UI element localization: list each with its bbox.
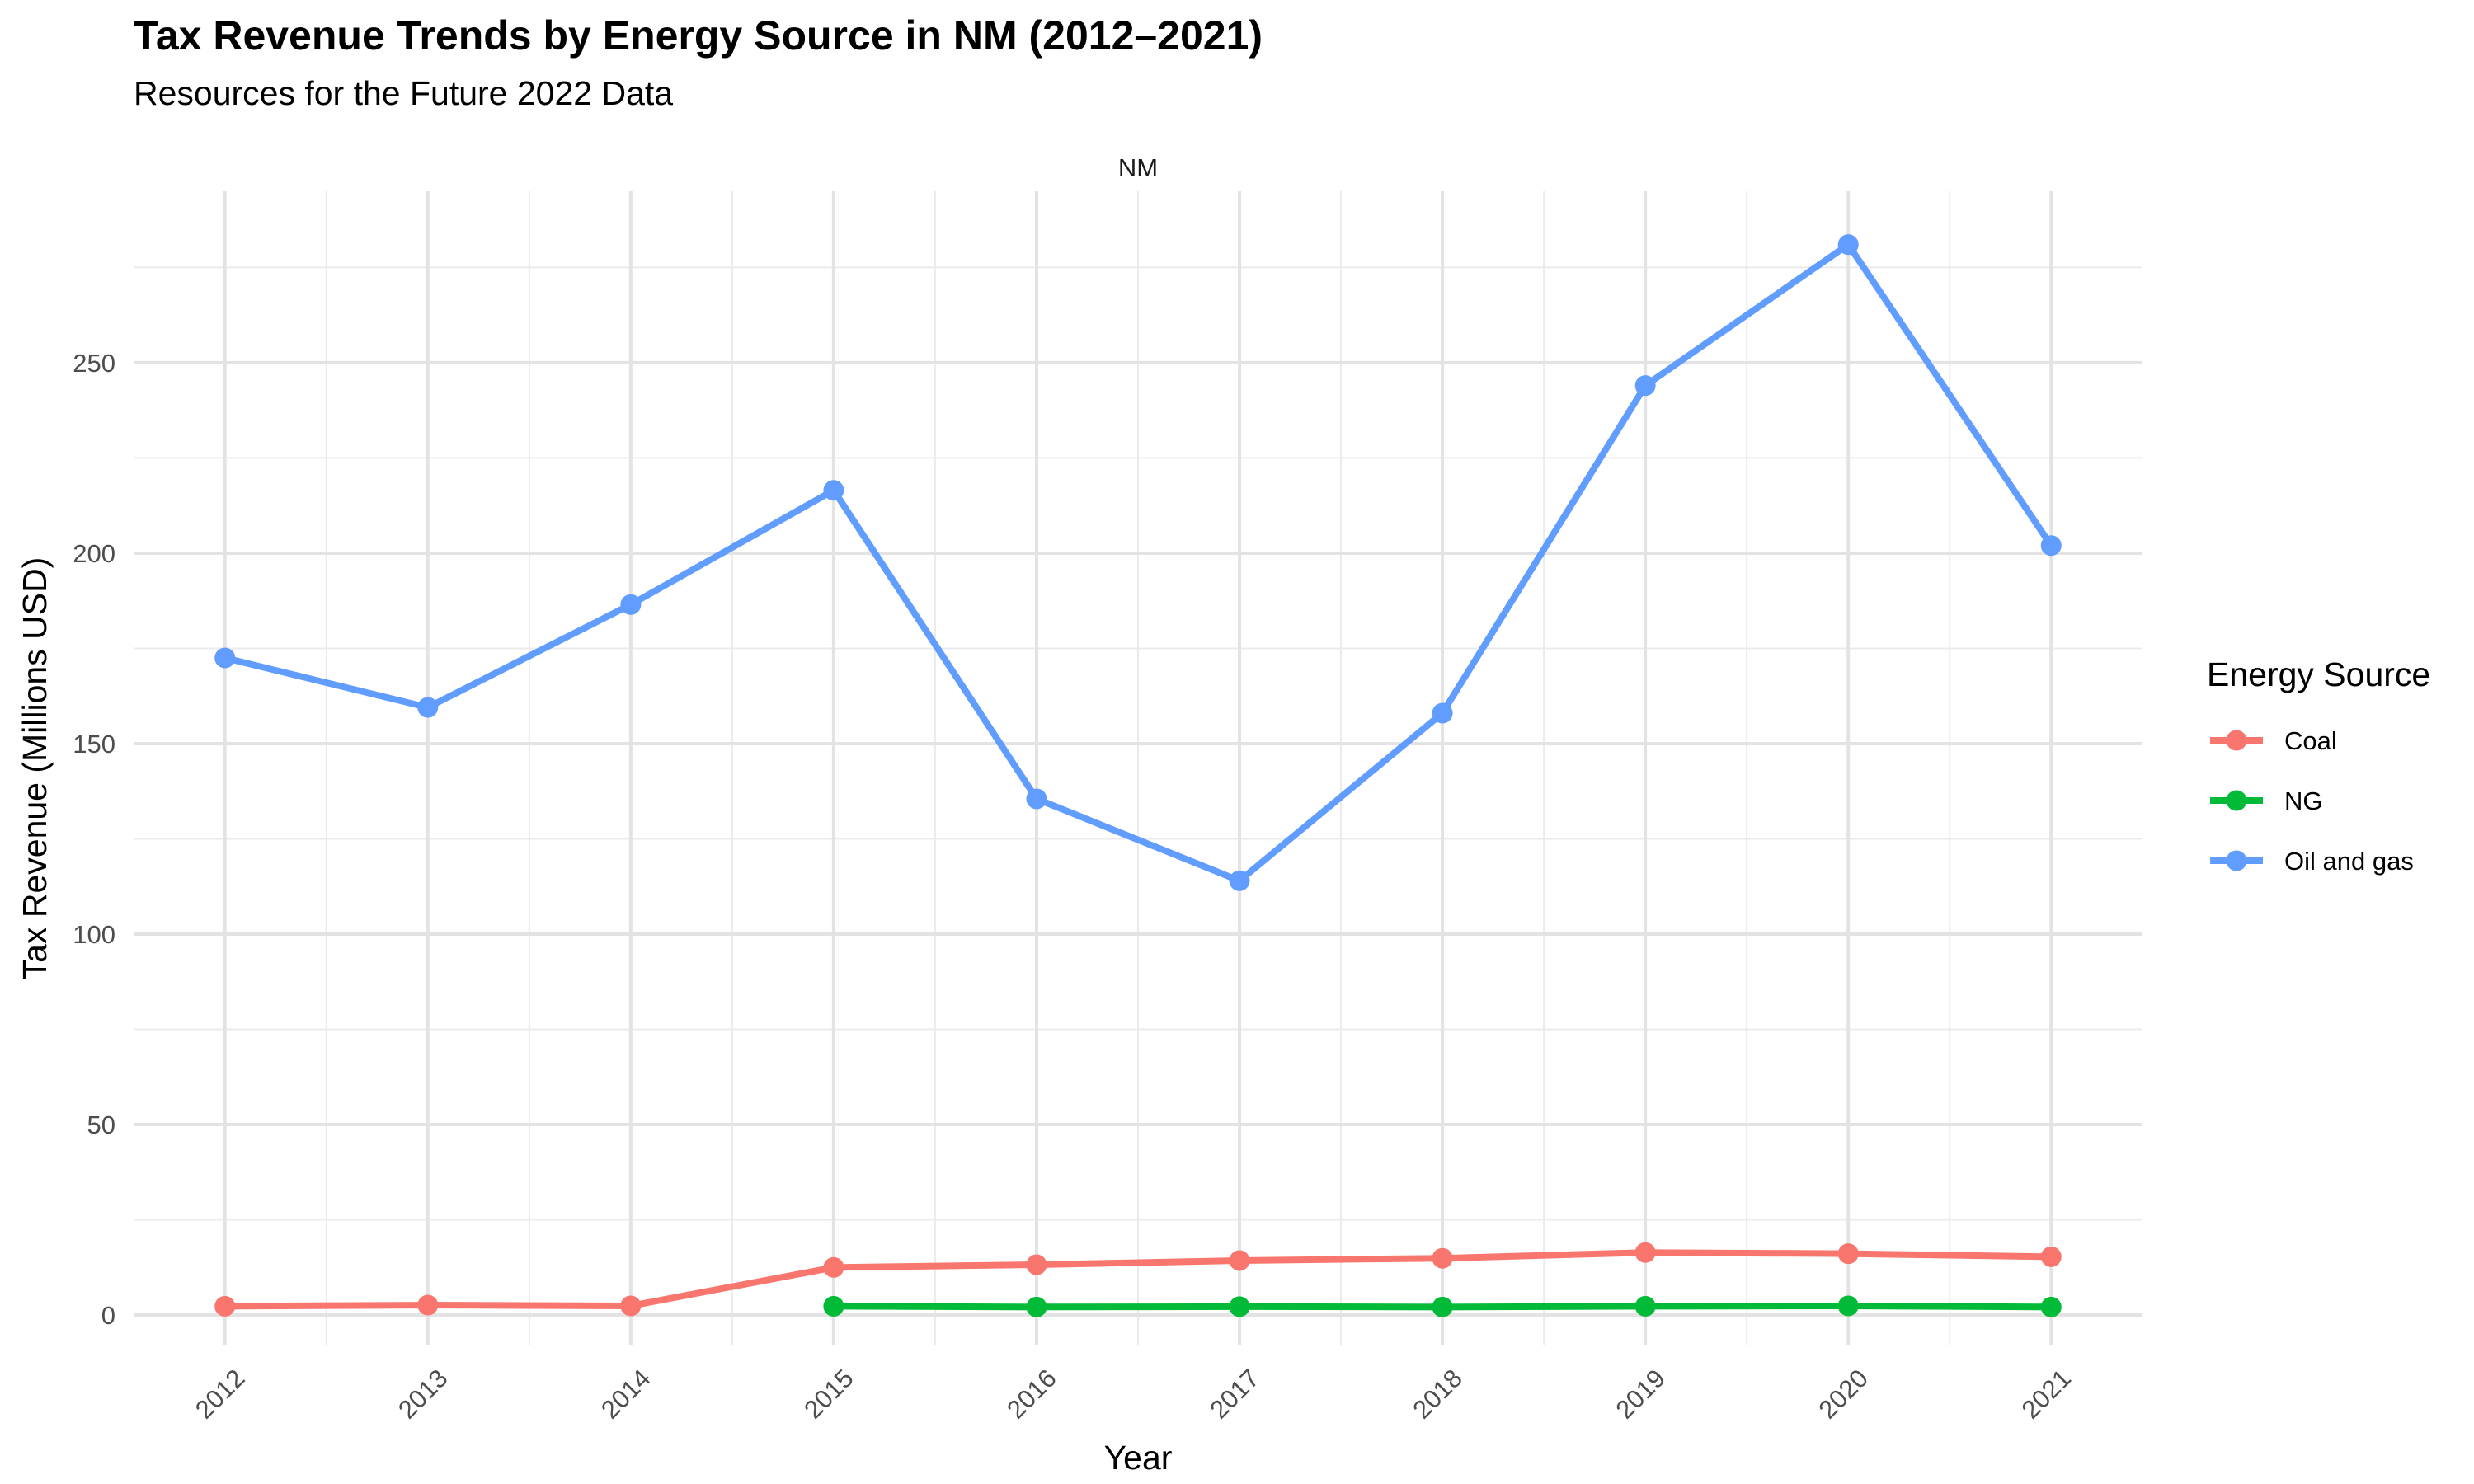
legend-key-point [2226,850,2247,871]
data-point-coal [1229,1250,1250,1271]
y-axis-title: Tax Revenue (Millions USD) [16,557,54,980]
data-point-coal [417,1294,439,1316]
facet-strip-label: NM [1118,153,1158,182]
y-tick-label: 200 [73,539,115,568]
y-tick-label: 250 [73,349,115,378]
data-point-coal [823,1256,844,1278]
data-point-oil-and-gas [1432,702,1453,724]
legend-label: Oil and gas [2284,847,2414,876]
data-point-oil-and-gas [1026,788,1047,810]
x-axis-ticks: 2012 2013 2014 2015 2016 2017 2018 2019 2020 2021 [190,1364,2077,1425]
x-tick-label: 2018 [1407,1364,1468,1425]
data-point-coal [1432,1247,1453,1269]
data-point-ng [1229,1296,1250,1317]
data-point-oil-and-gas [417,697,439,718]
data-point-ng [1432,1296,1453,1317]
x-tick-label: 2013 [393,1364,454,1425]
data-point-coal [1026,1254,1047,1275]
data-point-ng [823,1295,844,1317]
data-point-coal [2040,1246,2062,1267]
data-point-coal [214,1295,236,1317]
x-tick-label: 2016 [1001,1364,1062,1425]
chart-title: Tax Revenue Trends by Energy Source in N… [134,12,1263,59]
data-point-oil-and-gas [1229,870,1250,891]
x-tick-label: 2017 [1204,1364,1265,1425]
minor-gridlines [134,191,2142,1345]
major-gridlines [134,191,2142,1345]
x-tick-label: 2012 [190,1364,251,1425]
chart-subtitle: Resources for the Future 2022 Data [134,74,674,112]
data-point-oil-and-gas [214,647,236,669]
data-point-ng [1026,1296,1047,1317]
x-tick-label: 2014 [595,1364,656,1425]
series-line-coal [224,1249,2052,1310]
y-tick-label: 50 [87,1111,115,1139]
data-point-coal [620,1295,642,1317]
legend-key-point [2226,730,2247,751]
x-tick-label: 2020 [1813,1364,1874,1425]
series-oil-and-gas [214,234,2062,891]
data-point-ng [2040,1296,2062,1317]
legend-item-coal: Coal [2210,726,2337,755]
data-point-oil-and-gas [823,480,844,501]
y-tick-label: 150 [73,730,115,758]
legend-key-point [2226,790,2247,811]
data-point-ng [1837,1295,1859,1317]
legend-item-ng: NG [2210,787,2323,815]
y-tick-label: 0 [101,1301,115,1330]
data-point-oil-and-gas [1837,234,1859,256]
x-tick-label: 2021 [2016,1364,2077,1425]
data-point-oil-and-gas [2040,535,2062,556]
series-coal [214,1242,2062,1317]
legend-label: NG [2284,787,2323,815]
data-point-coal [1837,1243,1859,1265]
series-ng [823,1295,2062,1317]
x-tick-label: 2015 [798,1364,859,1425]
legend-item-oil-and-gas: Oil and gas [2210,847,2414,876]
series-line-oil-and-gas [223,241,2054,885]
data-point-oil-and-gas [620,594,642,615]
series-layer [214,234,2062,1317]
data-point-coal [1634,1242,1656,1263]
y-tick-label: 100 [73,920,115,949]
x-axis-title: Year [1104,1439,1173,1477]
x-tick-label: 2019 [1610,1364,1671,1425]
legend: Energy Source Coal NG Oil and gas [2207,655,2430,876]
data-point-ng [1634,1295,1656,1317]
legend-items: Coal NG Oil and gas [2210,726,2414,876]
legend-title: Energy Source [2207,655,2430,693]
y-axis-ticks: 0 50 100 150 200 250 [73,349,115,1330]
legend-label: Coal [2284,726,2337,755]
data-point-oil-and-gas [1634,375,1656,397]
